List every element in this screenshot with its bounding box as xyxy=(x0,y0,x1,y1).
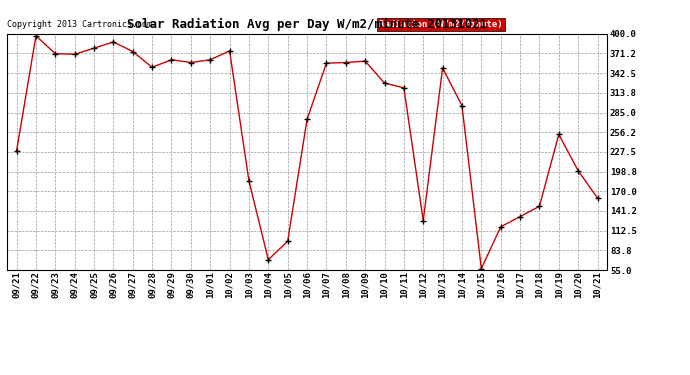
Text: Radiation (W/m2/Minute): Radiation (W/m2/Minute) xyxy=(379,20,503,29)
Text: Copyright 2013 Cartronics.com: Copyright 2013 Cartronics.com xyxy=(7,20,152,29)
Title: Solar Radiation Avg per Day W/m2/minute 20131021: Solar Radiation Avg per Day W/m2/minute … xyxy=(127,18,487,31)
